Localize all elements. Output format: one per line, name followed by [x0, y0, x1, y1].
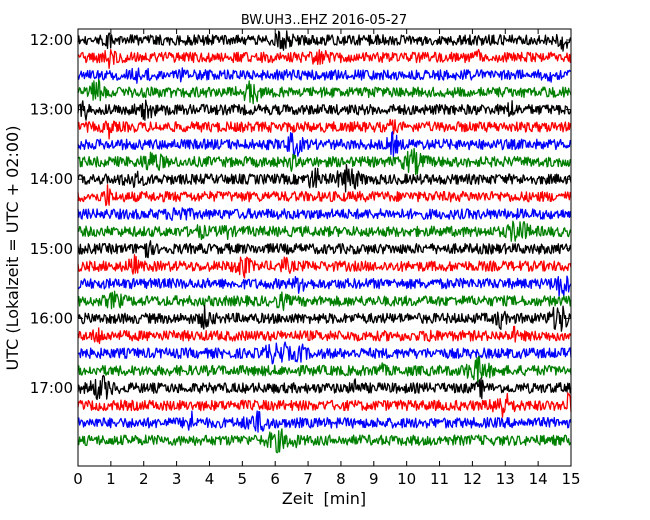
y-tick-label: 17:00: [30, 379, 73, 397]
x-tick-label: 2: [139, 470, 149, 488]
trace-line: [77, 304, 572, 332]
y-tick-label: 16:00: [30, 309, 73, 327]
trace-line: [77, 325, 572, 345]
x-tick-label: 13: [496, 470, 515, 488]
x-tick-label: 0: [73, 470, 83, 488]
trace-line: [77, 374, 572, 401]
chart-title: BW.UH3..EHZ 2016-05-27: [241, 13, 407, 28]
x-tick-label: 5: [238, 470, 248, 488]
trace-line: [77, 428, 572, 454]
trace-line: [77, 78, 572, 105]
x-axis-label: Zeit [min]: [282, 489, 366, 508]
x-axis-ticks: 0 1 2 3 4 5 6 7 8 9 10 11 12 13 14 15: [73, 29, 581, 488]
trace-line: [77, 118, 572, 140]
trace-line: [77, 220, 572, 242]
x-tick-label: 14: [529, 470, 548, 488]
trace-line: [77, 48, 572, 69]
x-tick-label: 4: [205, 470, 215, 488]
x-tick-label: 10: [397, 470, 416, 488]
trace-line: [77, 184, 572, 207]
trace-line: [77, 410, 572, 433]
x-tick-label: 9: [369, 470, 379, 488]
trace-line: [77, 30, 572, 52]
x-tick-label: 8: [336, 470, 346, 488]
x-tick-label: 15: [561, 470, 580, 488]
trace-line: [77, 355, 572, 383]
trace-line: [77, 254, 572, 279]
x-tick-label: 6: [270, 470, 280, 488]
trace-line: [77, 164, 572, 193]
y-axis-label: UTC (Lokalzeit = UTC + 02:00): [3, 126, 22, 371]
x-tick-label: 12: [463, 470, 482, 488]
x-tick-label: 11: [430, 470, 449, 488]
y-tick-label: 12:00: [30, 31, 73, 49]
plot-frame: [77, 28, 572, 467]
trace-line: [77, 341, 572, 365]
y-tick-label: 14:00: [30, 170, 73, 188]
y-axis-ticks: 12:00 13:00 14:00 15:00 16:00 17:00: [30, 31, 571, 397]
seismogram-traces: [77, 30, 572, 454]
x-tick-label: 7: [303, 470, 313, 488]
x-tick-label: 1: [106, 470, 116, 488]
trace-line: [77, 290, 572, 311]
y-tick-label: 15:00: [30, 240, 73, 258]
trace-line: [77, 240, 572, 259]
trace-line: [77, 131, 572, 159]
trace-line: [77, 392, 572, 418]
trace-line: [77, 99, 572, 121]
trace-line: [77, 207, 572, 222]
trace-line: [77, 67, 572, 84]
y-tick-label: 13:00: [30, 101, 73, 119]
trace-line: [77, 275, 572, 297]
x-tick-label: 3: [172, 470, 182, 488]
trace-line: [77, 147, 572, 176]
